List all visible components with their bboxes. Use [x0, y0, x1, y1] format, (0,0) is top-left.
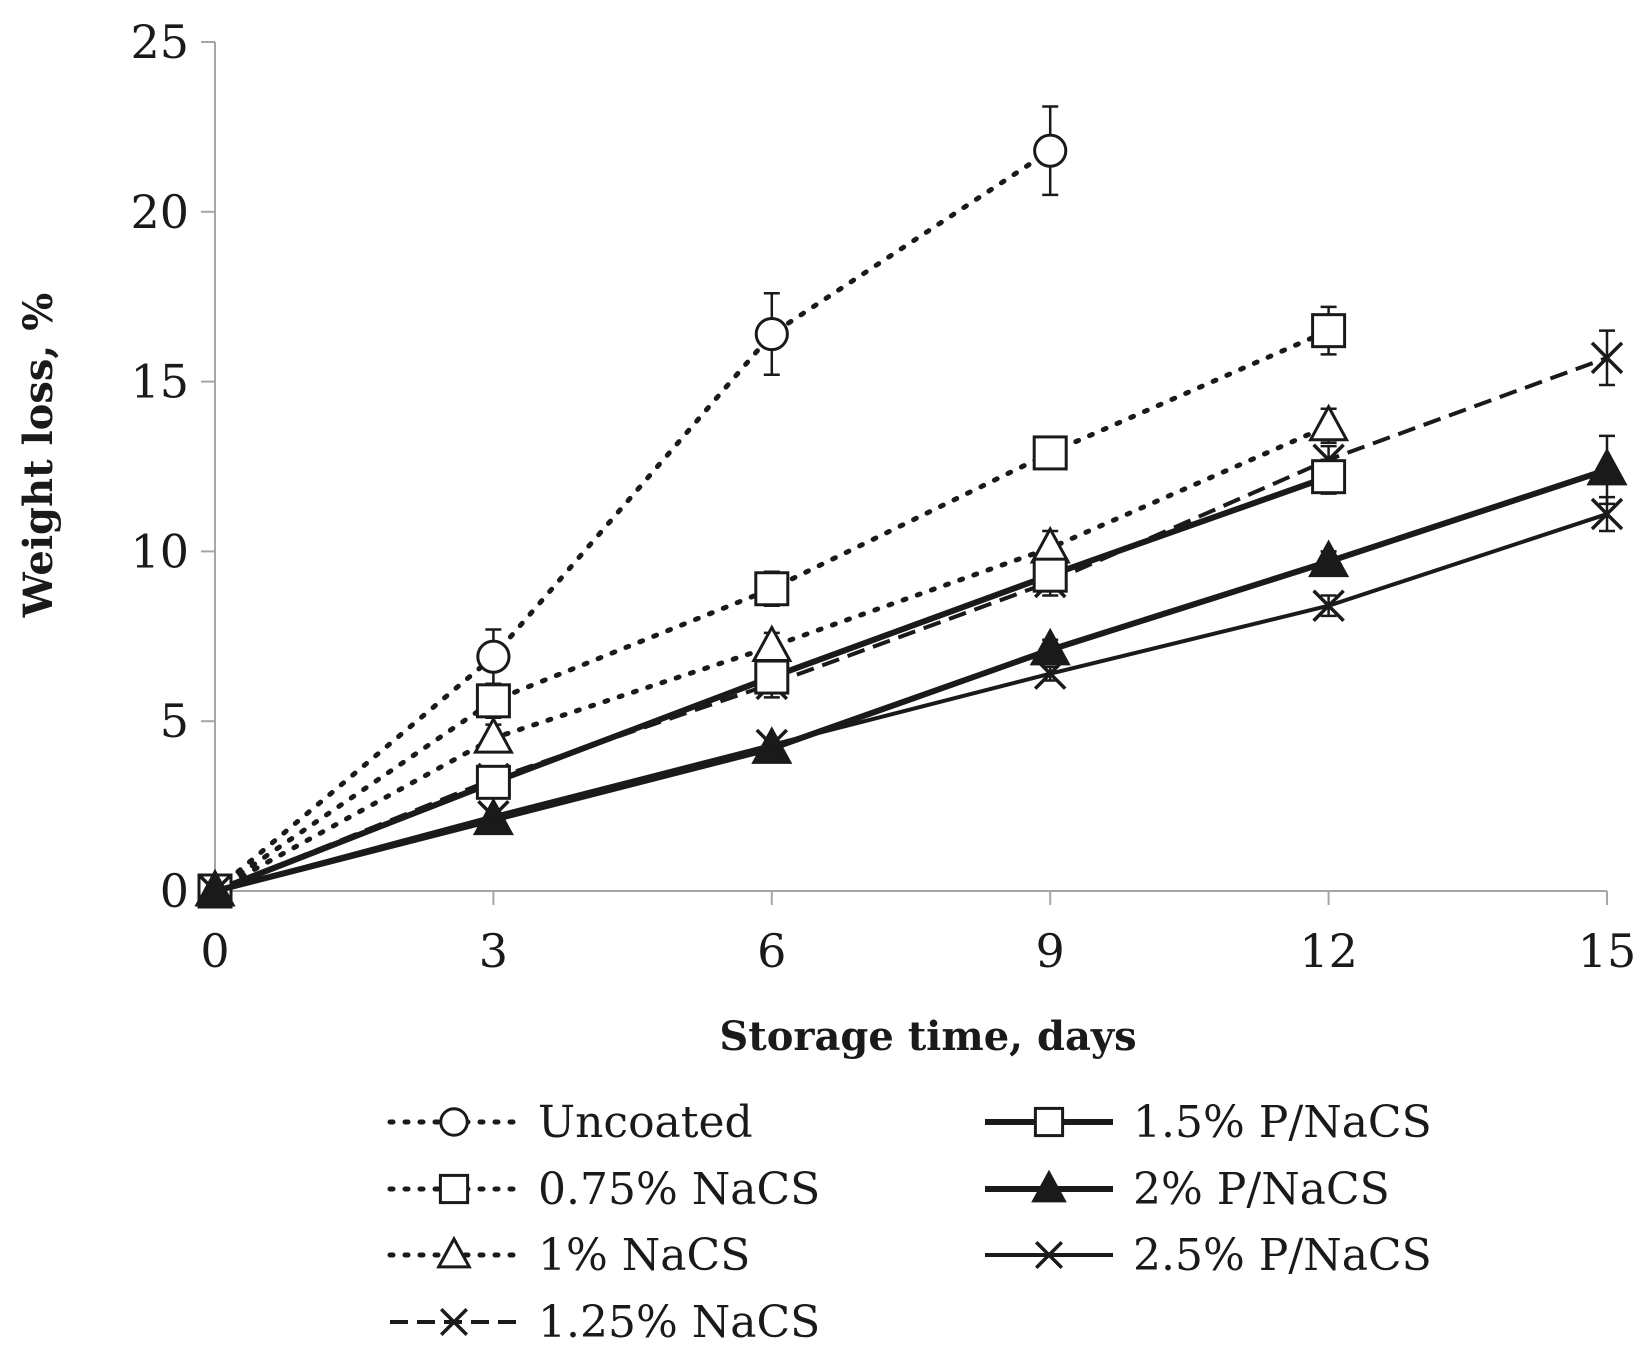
series-4: [197, 458, 1347, 909]
y-tick-label: 0: [160, 864, 189, 918]
data-point: [754, 316, 789, 352]
data-point: [472, 716, 514, 754]
data-point: [1311, 313, 1347, 349]
series-3: [198, 329, 1624, 908]
legend-label: 1.25% NaCS: [538, 1297, 820, 1348]
legend-marker: [436, 1235, 472, 1269]
y-axis-title: Weight loss, %: [15, 293, 62, 619]
series-line: [214, 512, 1608, 893]
legend-label: 0.75% NaCS: [538, 1164, 820, 1215]
series-6: [198, 495, 1624, 908]
y-tick-label: 5: [160, 694, 189, 748]
legend-marker: [1035, 1241, 1063, 1269]
legend-label: 2.5% P/NaCS: [1133, 1230, 1432, 1281]
x-tick-label: 0: [200, 924, 229, 978]
x-tick-label: 3: [479, 924, 508, 978]
legend-label: 1% NaCS: [538, 1230, 750, 1281]
legend-marker: [439, 1107, 469, 1137]
data-point: [198, 874, 232, 908]
legend-marker: [438, 1173, 470, 1205]
data-point: [754, 571, 790, 607]
data-point: [754, 659, 790, 695]
data-point: [1308, 403, 1350, 442]
data-point: [1029, 525, 1071, 564]
legend-entry: 1% NaCS: [387, 1230, 750, 1281]
axes: 0 5 10 15 20 25 0 3 6 9 12 15: [130, 15, 1636, 978]
data-point: [751, 624, 793, 662]
legend: Uncoated 0.75% NaCS 1% NaCS 1.25% NaCS 1.5% …: [387, 1097, 1432, 1348]
data-point: [1032, 435, 1068, 471]
series-line: [212, 423, 1332, 894]
data-point: [475, 764, 511, 800]
legend-entry: Uncoated: [387, 1097, 753, 1148]
x-tick-label: 15: [1578, 924, 1637, 978]
series-line: [212, 148, 1053, 894]
data-point: [1311, 459, 1347, 495]
legend-entry: 1.25% NaCS: [390, 1297, 820, 1348]
data-point: [1032, 557, 1068, 593]
data-point: [1033, 133, 1068, 168]
data-point: [755, 728, 789, 762]
legend-label: 1.5% P/NaCS: [1133, 1097, 1432, 1148]
y-tick-label: 25: [130, 15, 189, 69]
x-axis-title: Storage time, days: [719, 1013, 1136, 1060]
y-tick-label: 10: [130, 524, 189, 578]
legend-marker: [440, 1308, 468, 1336]
data-point: [1308, 539, 1350, 578]
data-point: [1033, 657, 1067, 690]
legend-marker: [1033, 1106, 1065, 1138]
series-1: [197, 305, 1347, 909]
legend-entry: 0.75% NaCS: [387, 1164, 820, 1215]
data-point: [1586, 447, 1628, 486]
data-point: [1312, 589, 1345, 622]
x-tick-label: 6: [757, 924, 786, 978]
y-tick-label: 15: [130, 355, 189, 409]
series-5: [194, 434, 1628, 907]
legend-marker: [1031, 1169, 1067, 1203]
y-tick-label: 20: [130, 185, 189, 239]
legend-label: Uncoated: [538, 1097, 753, 1148]
series-layer: [194, 105, 1628, 909]
data-point: [1029, 627, 1071, 666]
x-tick-label: 12: [1299, 924, 1358, 978]
data-point: [1590, 341, 1624, 375]
legend-entry: 2.5% P/NaCS: [985, 1230, 1432, 1281]
series-line: [212, 328, 1332, 894]
data-point: [476, 639, 511, 674]
x-tick-label: 9: [1036, 924, 1065, 978]
data-point: [475, 683, 511, 719]
series-line: [214, 467, 1608, 894]
legend-entry: 2% P/NaCS: [985, 1164, 1390, 1215]
legend-entry: 1.5% P/NaCS: [985, 1097, 1432, 1148]
legend-label: 2% P/NaCS: [1133, 1164, 1390, 1215]
data-point: [477, 800, 510, 833]
data-point: [1590, 497, 1624, 531]
